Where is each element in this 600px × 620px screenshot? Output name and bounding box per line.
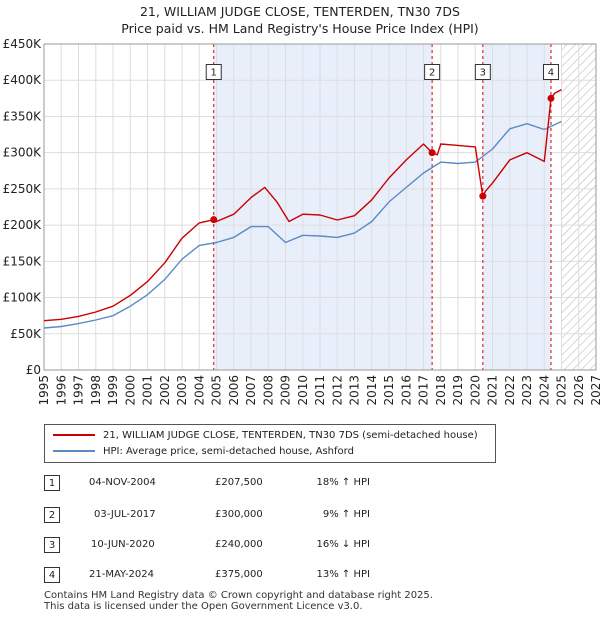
legend-swatch-hpi [53, 450, 95, 452]
sale-point [479, 192, 487, 200]
transaction-number: 3 [44, 537, 60, 553]
legend-item-hpi: HPI: Average price, semi-detached house,… [53, 445, 354, 459]
x-tick-label: 2003 [175, 375, 189, 406]
legend-swatch-price [53, 434, 95, 436]
chart-legend: 21, WILLIAM JUDGE CLOSE, TENTERDEN, TN30… [44, 424, 496, 463]
x-tick-label: 2005 [210, 375, 224, 406]
sale-point [210, 216, 218, 224]
x-tick-label: 2020 [468, 375, 482, 406]
x-tick-label: 2021 [486, 375, 500, 406]
title-line-1: 21, WILLIAM JUDGE CLOSE, TENTERDEN, TN30… [139, 4, 460, 19]
y-tick-label: £300K [3, 146, 43, 160]
x-tick-label: 2010 [296, 375, 310, 406]
x-tick-label: 2015 [382, 375, 396, 406]
transaction-number: 4 [44, 567, 60, 583]
marker-label-box [542, 64, 559, 80]
x-tick-label: 2007 [244, 375, 258, 406]
y-tick-label: £450K [3, 37, 43, 51]
marker-label-box [474, 64, 491, 80]
x-tick-label: 2000 [123, 375, 137, 406]
x-tick-label: 2023 [520, 375, 534, 406]
x-tick-label: 2008 [261, 375, 275, 406]
sale-point [428, 149, 436, 157]
transaction-date: 21-MAY-2024 [89, 569, 155, 580]
shaded-span [482, 44, 551, 370]
transaction-number: 1 [44, 475, 60, 491]
y-tick-label: £200K [3, 218, 43, 232]
transaction-price: £240,000 [215, 539, 263, 550]
hpi-line [44, 120, 562, 329]
transaction-number: 2 [44, 507, 60, 523]
x-tick-label: 1996 [54, 375, 68, 406]
y-tick-label: £150K [3, 254, 43, 268]
x-tick-label: 1997 [72, 375, 86, 406]
x-tick-label: 2027 [589, 375, 600, 406]
footer-line-2: This data is licensed under the Open Gov… [44, 601, 363, 612]
transaction-date: 04-NOV-2004 [89, 477, 156, 488]
marker-label: 4 [548, 68, 554, 79]
legend-label-price: 21, WILLIAM JUDGE CLOSE, TENTERDEN, TN30… [103, 430, 478, 441]
x-tick-label: 2022 [503, 375, 517, 406]
y-tick-label: £400K [3, 73, 43, 87]
sale-point [547, 94, 555, 102]
x-tick-label: 2001 [141, 375, 155, 406]
marker-label: 2 [429, 68, 435, 79]
price-chart: 1 2 3 4 £0 £50K £100K £150K £200K £250K £300K £350K… [3, 37, 600, 406]
x-tick-label: 2024 [537, 375, 551, 406]
transaction-date: 03-JUL-2017 [94, 509, 156, 520]
transaction-price: £300,000 [215, 509, 263, 520]
x-tick-label: 2016 [399, 375, 413, 406]
marker-label: 3 [480, 68, 486, 79]
y-tick-label: £350K [3, 109, 43, 123]
x-tick-label: 2011 [313, 375, 327, 406]
price-paid-line [44, 88, 562, 322]
footer-notice: Contains HM Land Registry data © Crown c… [44, 590, 433, 612]
marker-label: 1 [211, 68, 217, 79]
y-tick-label: £250K [3, 182, 43, 196]
x-tick-label: 2017 [417, 375, 431, 406]
x-tick-label: 2026 [572, 375, 586, 406]
x-tick-label: 2019 [451, 375, 465, 406]
x-tick-label: 2006 [227, 375, 241, 406]
y-tick-label: £100K [3, 291, 43, 305]
x-tick-label: 2018 [434, 375, 448, 406]
x-tick-label: 1995 [37, 375, 51, 406]
y-tick-label: £0 [26, 363, 41, 377]
transaction-hpi: 13% ↑ HPI [316, 569, 370, 580]
legend-label-hpi: HPI: Average price, semi-detached house,… [103, 446, 354, 457]
transaction-price: £375,000 [215, 569, 263, 580]
x-tick-label: 2012 [330, 375, 344, 406]
transaction-date: 10-JUN-2020 [91, 539, 155, 550]
shaded-span [213, 44, 433, 370]
transaction-hpi: 18% ↑ HPI [316, 477, 370, 488]
marker-label-box [424, 64, 441, 80]
plot-border [43, 43, 597, 371]
x-tick-label: 2013 [348, 375, 362, 406]
x-tick-label: 2004 [192, 375, 206, 406]
chart-title: 21, WILLIAM JUDGE CLOSE, TENTERDEN, TN30… [0, 3, 600, 37]
x-tick-label: 2009 [279, 375, 293, 406]
transaction-hpi: 9% ↑ HPI [322, 509, 370, 520]
title-line-2: Price paid vs. HM Land Registry's House … [121, 21, 479, 36]
transaction-hpi: 16% ↓ HPI [316, 539, 370, 550]
transaction-price: £207,500 [215, 477, 263, 488]
footer-line-1: Contains HM Land Registry data © Crown c… [44, 590, 433, 601]
x-tick-label: 1998 [89, 375, 103, 406]
x-tick-label: 2002 [158, 375, 172, 406]
marker-label-box [205, 64, 222, 80]
y-tick-label: £50K [10, 327, 42, 341]
x-tick-label: 2025 [555, 375, 569, 406]
legend-item-price: 21, WILLIAM JUDGE CLOSE, TENTERDEN, TN30… [53, 429, 478, 443]
x-tick-label: 2014 [365, 375, 379, 406]
x-tick-label: 1999 [106, 375, 120, 406]
